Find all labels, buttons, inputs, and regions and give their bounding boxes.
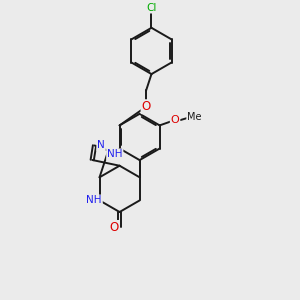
Text: Cl: Cl bbox=[146, 3, 157, 13]
Text: NH: NH bbox=[86, 195, 102, 206]
Text: N: N bbox=[97, 140, 105, 151]
Text: Me: Me bbox=[187, 112, 202, 122]
Text: O: O bbox=[171, 115, 179, 125]
Text: O: O bbox=[142, 100, 151, 113]
Text: O: O bbox=[110, 221, 119, 234]
Text: NH: NH bbox=[107, 149, 122, 159]
